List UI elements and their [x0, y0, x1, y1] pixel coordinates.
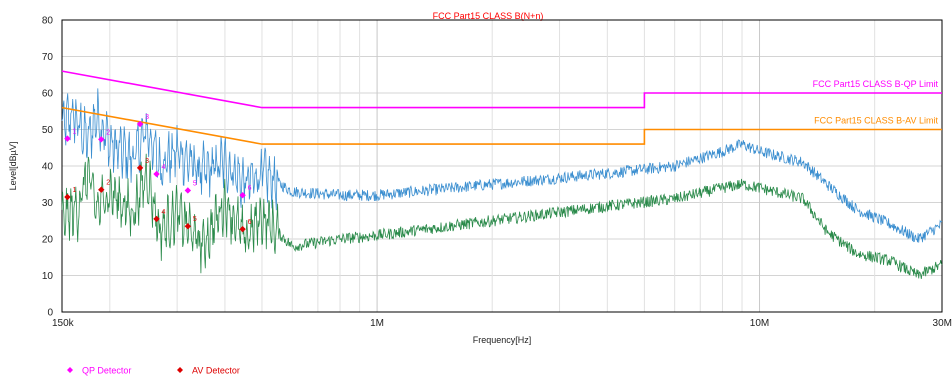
y-tick-label: 40 — [42, 162, 54, 173]
legend-label: QP Detector — [82, 366, 131, 376]
y-tick-label: 70 — [42, 52, 54, 63]
y-axis-ticks: 0 10 20 30 40 50 60 70 80 — [42, 16, 54, 319]
marker-label: 6 — [248, 185, 252, 192]
marker-label: 5 — [193, 180, 197, 187]
detector-marker — [98, 136, 105, 143]
x-tick-label: 150k — [52, 318, 75, 329]
chart-title: FCC Part15 CLASS B(N+n) — [433, 11, 544, 21]
x-tick-label: 1M — [370, 318, 384, 329]
y-tick-label: 60 — [42, 89, 54, 100]
marker-label: 1 — [72, 187, 76, 194]
marker-label: 3 — [145, 158, 149, 165]
y-tick-label: 20 — [42, 235, 54, 246]
detector-marker — [98, 186, 105, 193]
limit-lines: FCC Part15 CLASS B-QP Limit FCC Part15 CL… — [61, 70, 942, 145]
x-axis-label: Frequency[Hz] — [473, 335, 532, 345]
marker-label: 2 — [106, 180, 110, 187]
detector-marker — [239, 192, 246, 199]
marker-label: 1 — [72, 129, 76, 136]
limit-line-label: FCC Part15 CLASS B-QP Limit — [813, 79, 939, 89]
marker-label: 4 — [162, 209, 166, 216]
detector-marker — [153, 215, 160, 223]
detector-marker — [153, 170, 160, 178]
detector-marker — [184, 187, 192, 194]
x-axis-ticks: 150k 1M 10M 30M — [52, 318, 952, 329]
y-axis-label: Level[dBµV] — [8, 142, 18, 191]
trace-line — [61, 153, 943, 280]
limit-line — [61, 70, 942, 109]
legend: QP Detector AV Detector — [67, 366, 240, 376]
y-tick-label: 10 — [42, 271, 54, 282]
x-tick-label: 30M — [933, 318, 952, 329]
detector-marker — [64, 193, 71, 201]
trace-line — [61, 88, 943, 243]
y-tick-label: 50 — [42, 125, 54, 136]
legend-marker — [177, 367, 183, 373]
detector-marker — [239, 225, 246, 233]
plot-frame — [61, 19, 943, 313]
y-tick-label: 30 — [42, 198, 54, 209]
y-tick-label: 80 — [42, 16, 54, 27]
marker-label: 6 — [248, 219, 252, 226]
grid — [62, 20, 942, 312]
legend-label: AV Detector — [192, 366, 240, 376]
measurement-traces — [61, 88, 943, 280]
detector-marker — [64, 135, 71, 142]
detector-marker — [136, 164, 144, 172]
limit-line — [61, 106, 942, 145]
marker-label: 4 — [162, 164, 166, 171]
legend-marker — [67, 367, 73, 373]
x-tick-label: 10M — [750, 318, 769, 329]
limit-line-label: FCC Part15 CLASS B-AV Limit — [814, 116, 938, 126]
marker-label: 5 — [193, 216, 197, 223]
y-tick-label: 0 — [47, 308, 53, 319]
marker-label: 2 — [106, 129, 110, 136]
marker-label: 3 — [145, 114, 149, 121]
detector-marker — [184, 223, 192, 230]
detector-markers: 1 2 3 4 5 6 1 2 3 4 5 6 — [64, 114, 252, 233]
detector-marker — [136, 120, 144, 128]
